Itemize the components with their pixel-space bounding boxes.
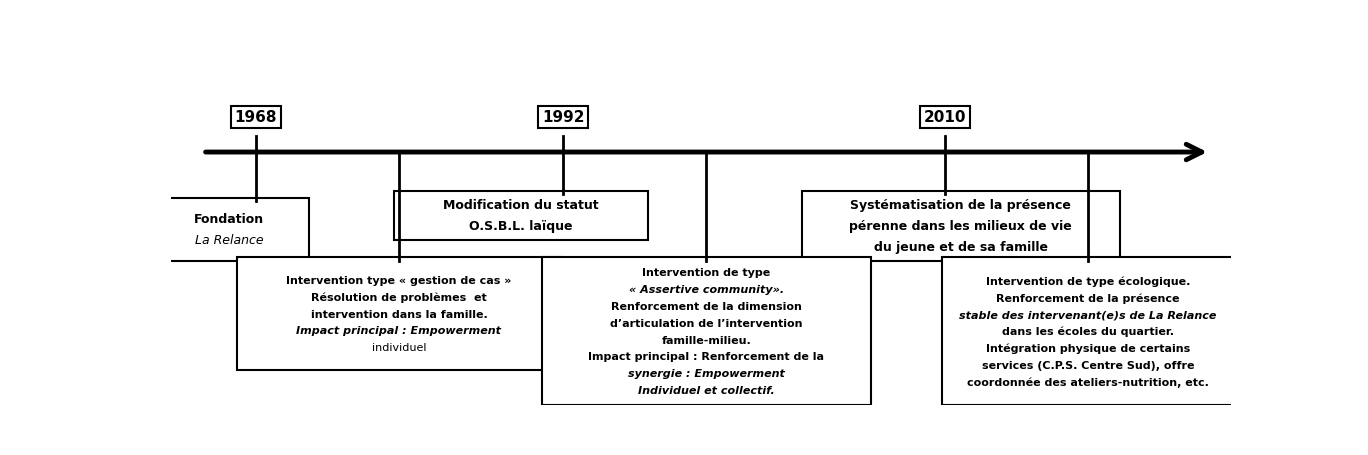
- Text: Modification du statut: Modification du statut: [443, 199, 599, 212]
- Text: famille-milieu.: famille-milieu.: [662, 335, 751, 345]
- Text: pérenne dans les milieux de vie: pérenne dans les milieux de vie: [850, 220, 1073, 233]
- Text: services (C.P.S. Centre Sud), offre: services (C.P.S. Centre Sud), offre: [982, 360, 1194, 370]
- Text: Renforcement de la présence: Renforcement de la présence: [996, 293, 1179, 303]
- Text: d’articulation de l’intervention: d’articulation de l’intervention: [610, 318, 803, 328]
- Text: Intervention de type écologique.: Intervention de type écologique.: [986, 276, 1190, 286]
- Text: Résolution de problèmes  et: Résolution de problèmes et: [311, 292, 487, 302]
- Text: synergie : Empowerment: synergie : Empowerment: [628, 369, 785, 379]
- FancyBboxPatch shape: [802, 191, 1120, 261]
- Text: coordonnée des ateliers-nutrition, etc.: coordonnée des ateliers-nutrition, etc.: [967, 377, 1209, 387]
- FancyBboxPatch shape: [394, 191, 648, 240]
- Text: 2010: 2010: [923, 110, 966, 125]
- Text: 1992: 1992: [542, 110, 584, 125]
- Text: Impact principal : Empowerment: Impact principal : Empowerment: [297, 326, 502, 336]
- Text: intervention dans la famille.: intervention dans la famille.: [311, 309, 487, 319]
- Text: dans les écoles du quartier.: dans les écoles du quartier.: [1003, 326, 1174, 337]
- Text: Individuel et collectif.: Individuel et collectif.: [637, 385, 774, 395]
- FancyBboxPatch shape: [542, 258, 870, 405]
- Text: Intervention type « gestion de cas »: Intervention type « gestion de cas »: [286, 275, 512, 285]
- Text: Fondation: Fondation: [194, 213, 264, 226]
- Text: Intégration physique de certains: Intégration physique de certains: [986, 343, 1190, 354]
- Text: O.S.B.L. laïque: O.S.B.L. laïque: [469, 220, 573, 233]
- Text: Intervention de type: Intervention de type: [643, 268, 770, 278]
- Text: du jeune et de sa famille: du jeune et de sa famille: [874, 241, 1048, 254]
- Text: Impact principal : Renforcement de la: Impact principal : Renforcement de la: [588, 352, 825, 362]
- FancyBboxPatch shape: [943, 258, 1234, 405]
- FancyBboxPatch shape: [237, 258, 561, 370]
- Text: stable des intervenant(e)s de La Relance: stable des intervenant(e)s de La Relance: [959, 309, 1216, 319]
- FancyBboxPatch shape: [149, 198, 309, 261]
- Text: Renforcement de la dimension: Renforcement de la dimension: [611, 301, 802, 311]
- Text: La Relance: La Relance: [196, 234, 264, 247]
- Text: individuel: individuel: [372, 343, 427, 353]
- Text: Systématisation de la présence: Systématisation de la présence: [851, 199, 1071, 212]
- Text: « Assertive community».: « Assertive community».: [629, 284, 784, 294]
- Text: 1968: 1968: [234, 110, 278, 125]
